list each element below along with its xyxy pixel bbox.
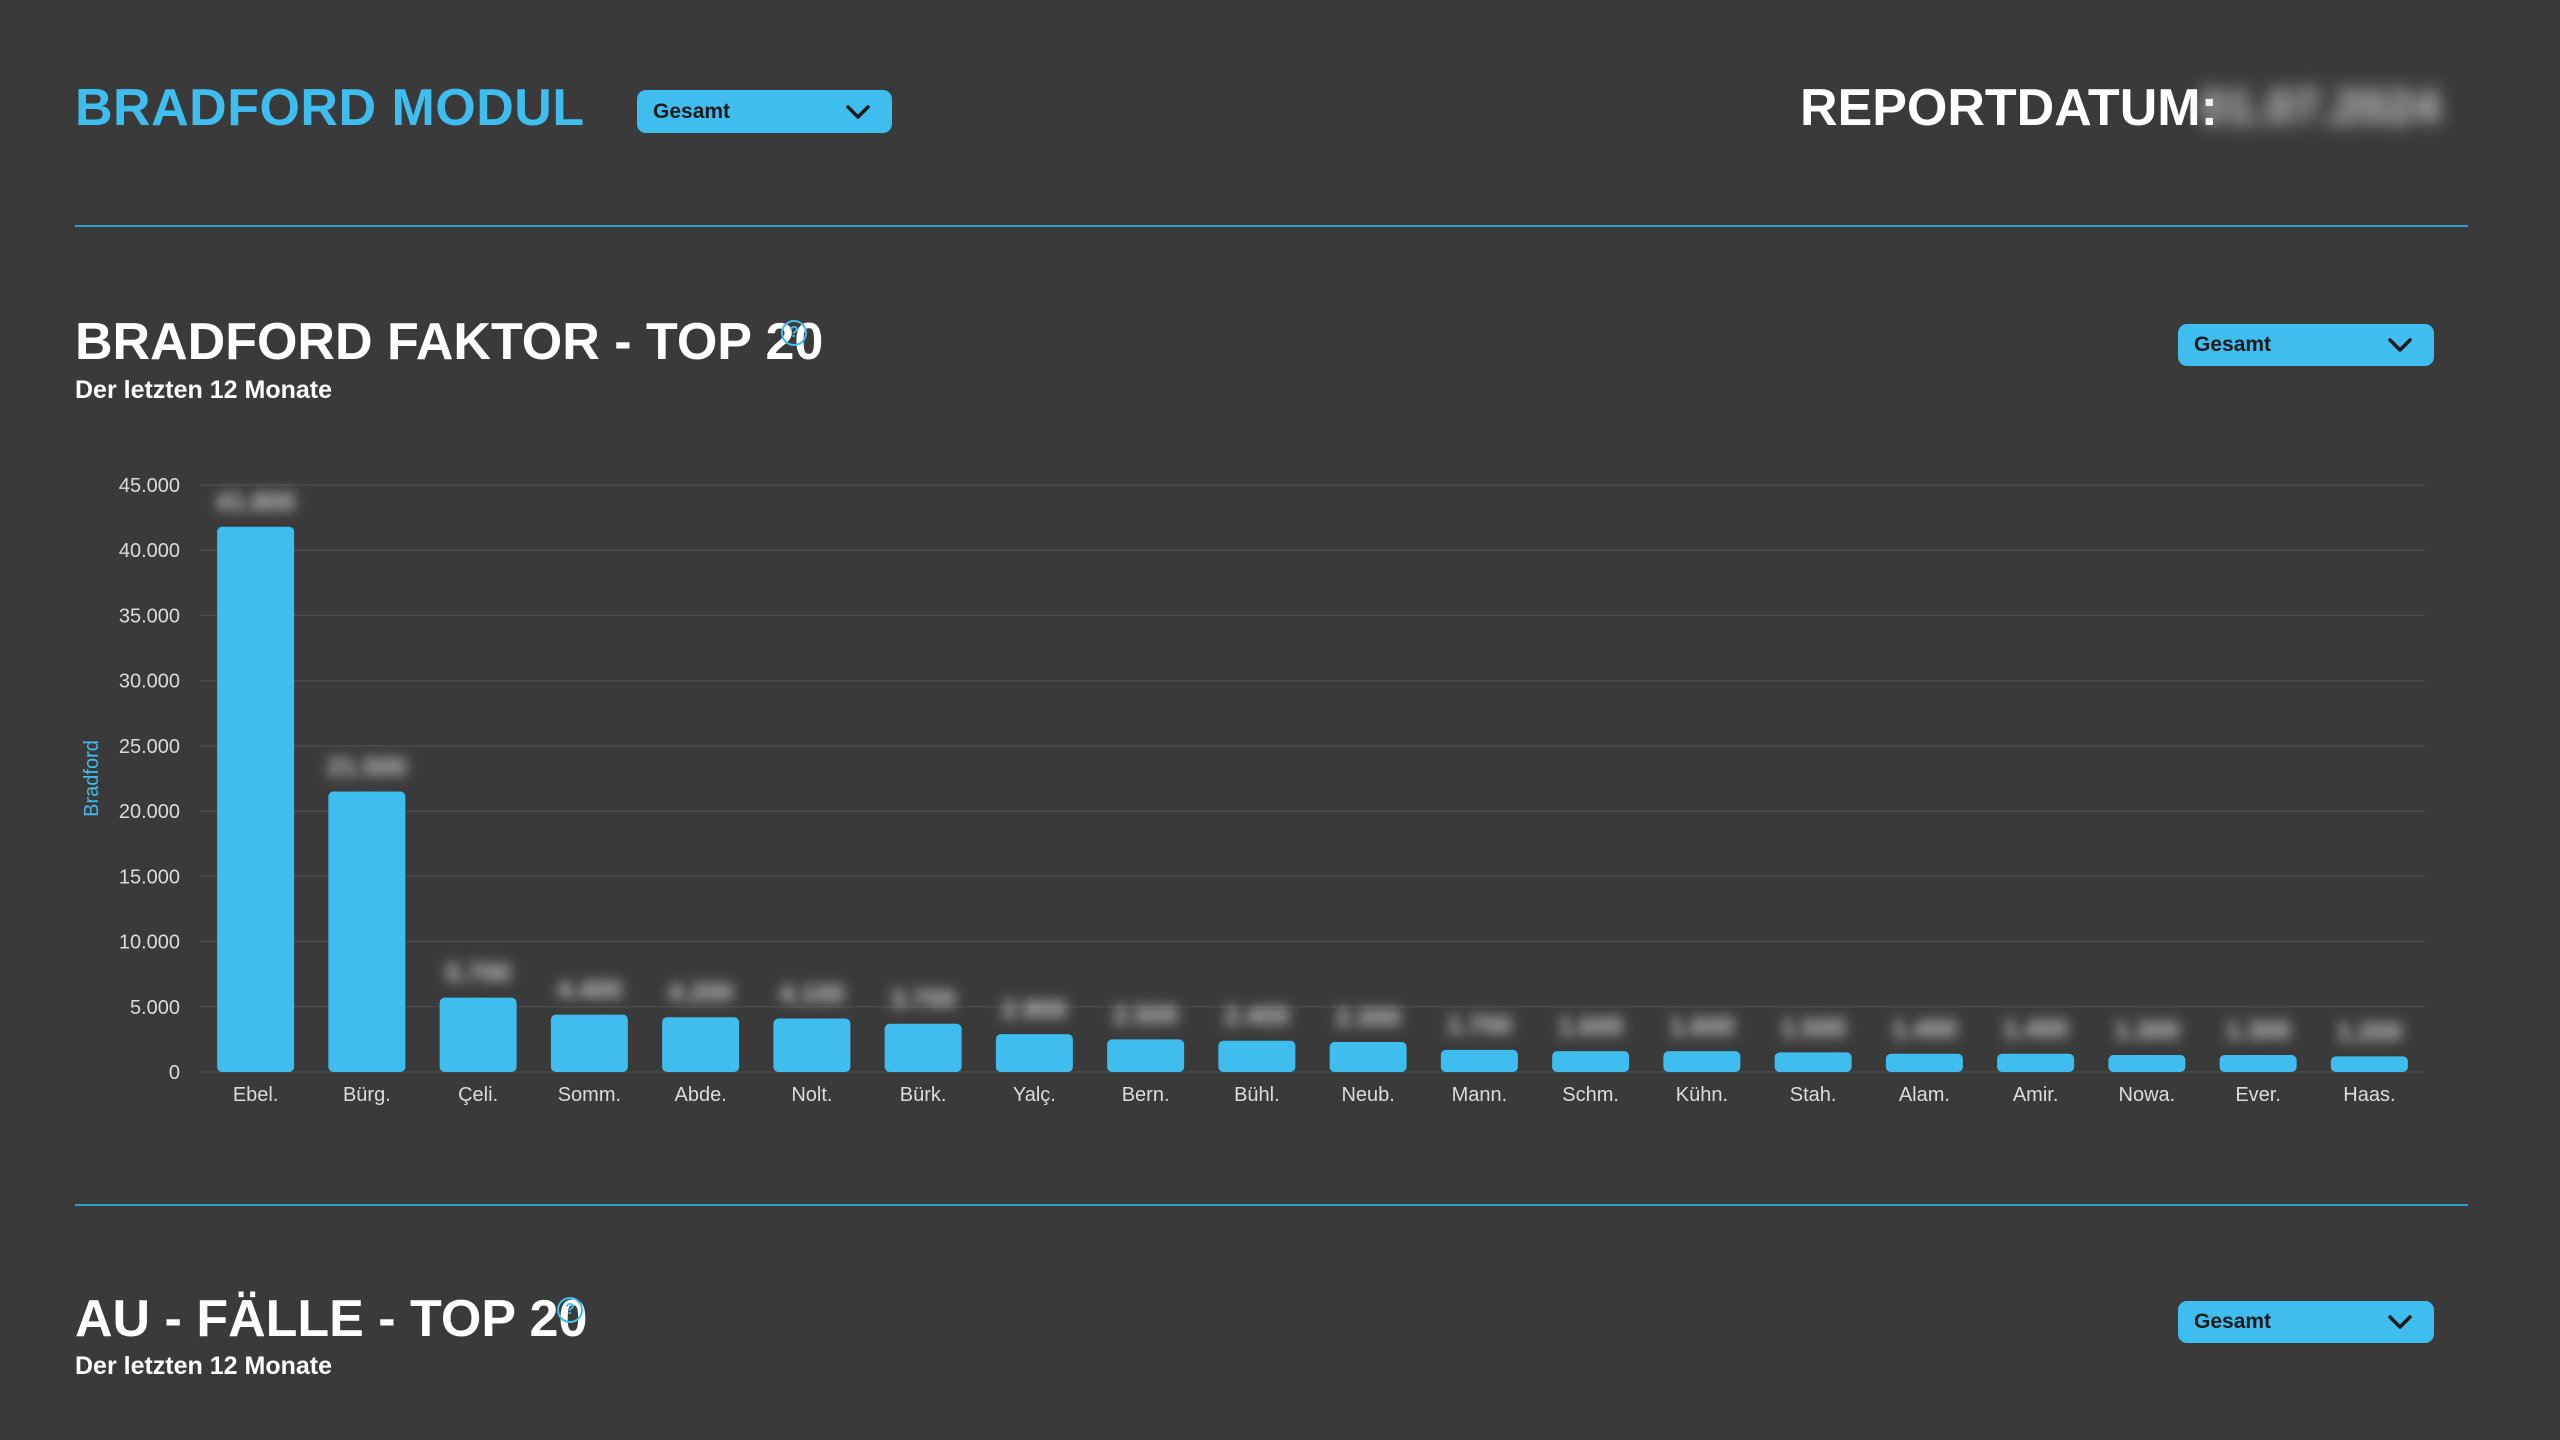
bar-15[interactable] xyxy=(1774,1052,1852,1072)
bar-value-label: 1.600 xyxy=(1558,1011,1623,1041)
section-divider xyxy=(75,1204,2468,1206)
bar-13[interactable] xyxy=(1552,1051,1630,1072)
bar-10[interactable] xyxy=(1218,1040,1296,1072)
bradford-bar-chart: 0 5.000 10.000 15.000 20.000 25.000 30.000 35.0… xyxy=(81,475,2425,1106)
bar-value-label: 1.200 xyxy=(2337,1016,2402,1046)
y-tick-label: 20.000 xyxy=(119,801,180,823)
header-filter-value: Gesamt xyxy=(653,99,731,123)
bar-value-label: 1.500 xyxy=(1781,1012,1846,1042)
x-tick-label: Nowa. xyxy=(2119,1084,2176,1106)
y-axis-label: Bradford xyxy=(81,740,103,817)
y-tick-label: 30.000 xyxy=(119,671,180,693)
y-tick-label: 5.000 xyxy=(130,997,180,1019)
x-tick-label: Alam. xyxy=(1899,1084,1950,1106)
x-tick-label: Yalç. xyxy=(1013,1084,1056,1106)
bar-value-label: 2.400 xyxy=(1224,1001,1289,1031)
x-tick-label: Haas. xyxy=(2343,1084,2395,1106)
y-tick-label: 40.000 xyxy=(119,540,180,562)
y-tick-label: 15.000 xyxy=(119,866,180,888)
bar-7[interactable] xyxy=(884,1023,962,1072)
bar-value-label: 1.300 xyxy=(2114,1015,2179,1045)
x-tick-label: Ebel. xyxy=(233,1084,279,1106)
bar-value-label: 4.200 xyxy=(668,977,733,1007)
bar-value-label: 4.400 xyxy=(557,975,622,1005)
bar-16[interactable] xyxy=(1885,1053,1963,1072)
app-title: BRADFORD MODUL xyxy=(75,79,585,137)
bar-value-label: 1.400 xyxy=(2003,1014,2068,1044)
x-tick-label: Bühl. xyxy=(1234,1084,1280,1106)
bar-8[interactable] xyxy=(995,1034,1073,1072)
bradford-filter-value: Gesamt xyxy=(2194,333,2272,356)
bar-18[interactable] xyxy=(2108,1055,2186,1072)
header-divider xyxy=(75,225,2468,227)
bar-value-label: 1.300 xyxy=(2226,1015,2291,1045)
x-tick-label: Ever. xyxy=(2235,1084,2281,1106)
x-tick-label: Bern. xyxy=(1122,1084,1170,1106)
y-tick-label: 25.000 xyxy=(119,736,180,758)
x-tick-label: Abde. xyxy=(674,1084,726,1106)
bar-value-label: 2.300 xyxy=(1336,1002,1401,1032)
chevron-down-icon xyxy=(2388,338,2412,352)
au-help-icon[interactable]: ? xyxy=(557,1297,583,1323)
bar-value-label: 2.900 xyxy=(1002,994,1067,1024)
bar-value-label: 1.700 xyxy=(1447,1010,1512,1040)
bar-value-label: 1.600 xyxy=(1669,1011,1734,1041)
x-tick-label: Mann. xyxy=(1452,1084,1508,1106)
x-tick-label: Çeli. xyxy=(458,1084,498,1106)
bar-4[interactable] xyxy=(550,1014,628,1072)
au-filter-value: Gesamt xyxy=(2194,1310,2272,1333)
y-tick-label: 35.000 xyxy=(119,605,180,627)
bar-9[interactable] xyxy=(1107,1039,1185,1072)
x-tick-label: Schm. xyxy=(1562,1084,1619,1106)
bar-3[interactable] xyxy=(439,997,517,1072)
x-tick-label: Amir. xyxy=(2013,1084,2059,1106)
bar-value-label: 41.800 xyxy=(216,487,296,517)
header-filter-dropdown[interactable]: Gesamt xyxy=(637,90,892,133)
bar-1[interactable] xyxy=(217,526,295,1072)
bar-17[interactable] xyxy=(1997,1053,2075,1072)
bar-value-label: 3.700 xyxy=(891,984,956,1014)
x-tick-label: Bürk. xyxy=(900,1084,947,1106)
bradford-section-subtitle: Der letzten 12 Monate xyxy=(75,376,333,404)
bar-20[interactable] xyxy=(2330,1056,2408,1072)
bar-14[interactable] xyxy=(1663,1051,1741,1072)
report-date-value: 01.07.2024 xyxy=(2200,81,2441,134)
x-tick-label: Neub. xyxy=(1341,1084,1394,1106)
au-section-title: AU - FÄLLE - TOP 20 xyxy=(75,1290,588,1348)
y-tick-label: 0 xyxy=(169,1062,180,1084)
y-tick-label: 45.000 xyxy=(119,475,180,497)
bar-value-label: 2.500 xyxy=(1113,999,1178,1029)
x-tick-label: Bürg. xyxy=(343,1084,391,1106)
report-date-label: REPORTDATUM: xyxy=(1800,79,2218,137)
bar-6[interactable] xyxy=(773,1018,851,1072)
bar-11[interactable] xyxy=(1329,1041,1407,1072)
chevron-down-icon xyxy=(846,104,870,119)
bar-2[interactable] xyxy=(328,791,406,1072)
au-filter-dropdown[interactable]: Gesamt xyxy=(2178,1301,2434,1343)
bradford-help-icon[interactable]: ? xyxy=(781,320,807,346)
bar-value-label: 1.400 xyxy=(1892,1014,1957,1044)
bar-19[interactable] xyxy=(2219,1055,2297,1072)
x-tick-label: Kühn. xyxy=(1676,1084,1728,1106)
bar-5[interactable] xyxy=(662,1017,740,1072)
au-section-subtitle: Der letzten 12 Monate xyxy=(75,1352,333,1380)
y-tick-label: 10.000 xyxy=(119,932,180,954)
x-tick-label: Stah. xyxy=(1790,1084,1837,1106)
chevron-down-icon xyxy=(2388,1315,2412,1329)
bar-12[interactable] xyxy=(1440,1049,1518,1072)
bar-value-label: 5.700 xyxy=(446,958,511,988)
bar-value-label: 21.500 xyxy=(327,752,407,782)
x-tick-label: Nolt. xyxy=(791,1084,832,1106)
bar-value-label: 4.100 xyxy=(779,979,844,1009)
x-tick-label: Somm. xyxy=(558,1084,621,1106)
bradford-section-title: BRADFORD FAKTOR - TOP 20 xyxy=(75,313,824,371)
bradford-filter-dropdown[interactable]: Gesamt xyxy=(2178,324,2434,366)
